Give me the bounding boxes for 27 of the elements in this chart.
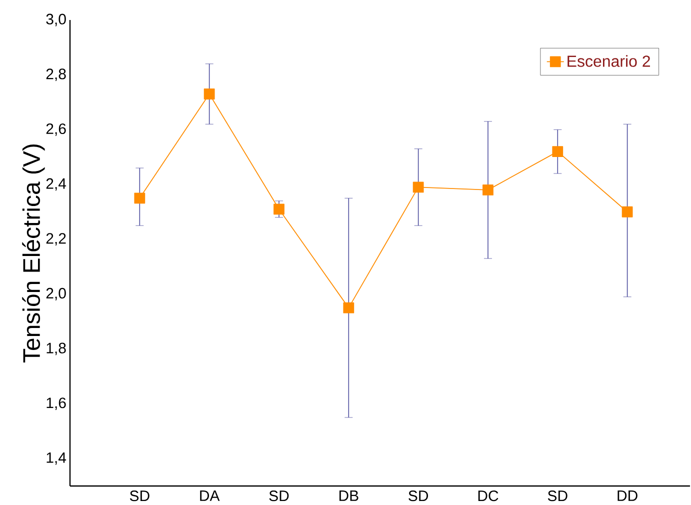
- x-tick-label: SD: [269, 490, 289, 502]
- point: [622, 206, 633, 218]
- point: [204, 88, 215, 100]
- x-tick-label: DC: [478, 490, 498, 502]
- y-tick-label: 3,0: [46, 14, 66, 26]
- x-tick-label: DD: [618, 490, 638, 501]
- point: [482, 184, 494, 196]
- y-tick-label: 2,8: [46, 68, 66, 82]
- x-tick-label: DB: [339, 490, 358, 501]
- point: [134, 192, 146, 204]
- point: [343, 302, 354, 314]
- y-tick-label: 1,8: [46, 342, 66, 356]
- x-tick-label: SD: [548, 490, 568, 502]
- y-tick-label: 2,2: [46, 233, 66, 246]
- y-tick-label: 2,4: [46, 178, 66, 191]
- point: [412, 182, 424, 193]
- y-tick-label: 1,4: [46, 452, 66, 465]
- point: [274, 204, 284, 215]
- point: [552, 146, 564, 158]
- y-tick-label: 2,6: [46, 123, 66, 136]
- x-tick-label: DA: [200, 490, 220, 501]
- y-tick-label: 1,6: [46, 398, 66, 410]
- y-tick-label: 2,0: [46, 288, 66, 300]
- legend-label: Escenario 2: [568, 55, 650, 67]
- x-tick-label: SD: [130, 490, 150, 502]
- y-axis-title: Tensión Eléctrica (V): [22, 144, 45, 362]
- x-tick-label: SD: [408, 490, 428, 502]
